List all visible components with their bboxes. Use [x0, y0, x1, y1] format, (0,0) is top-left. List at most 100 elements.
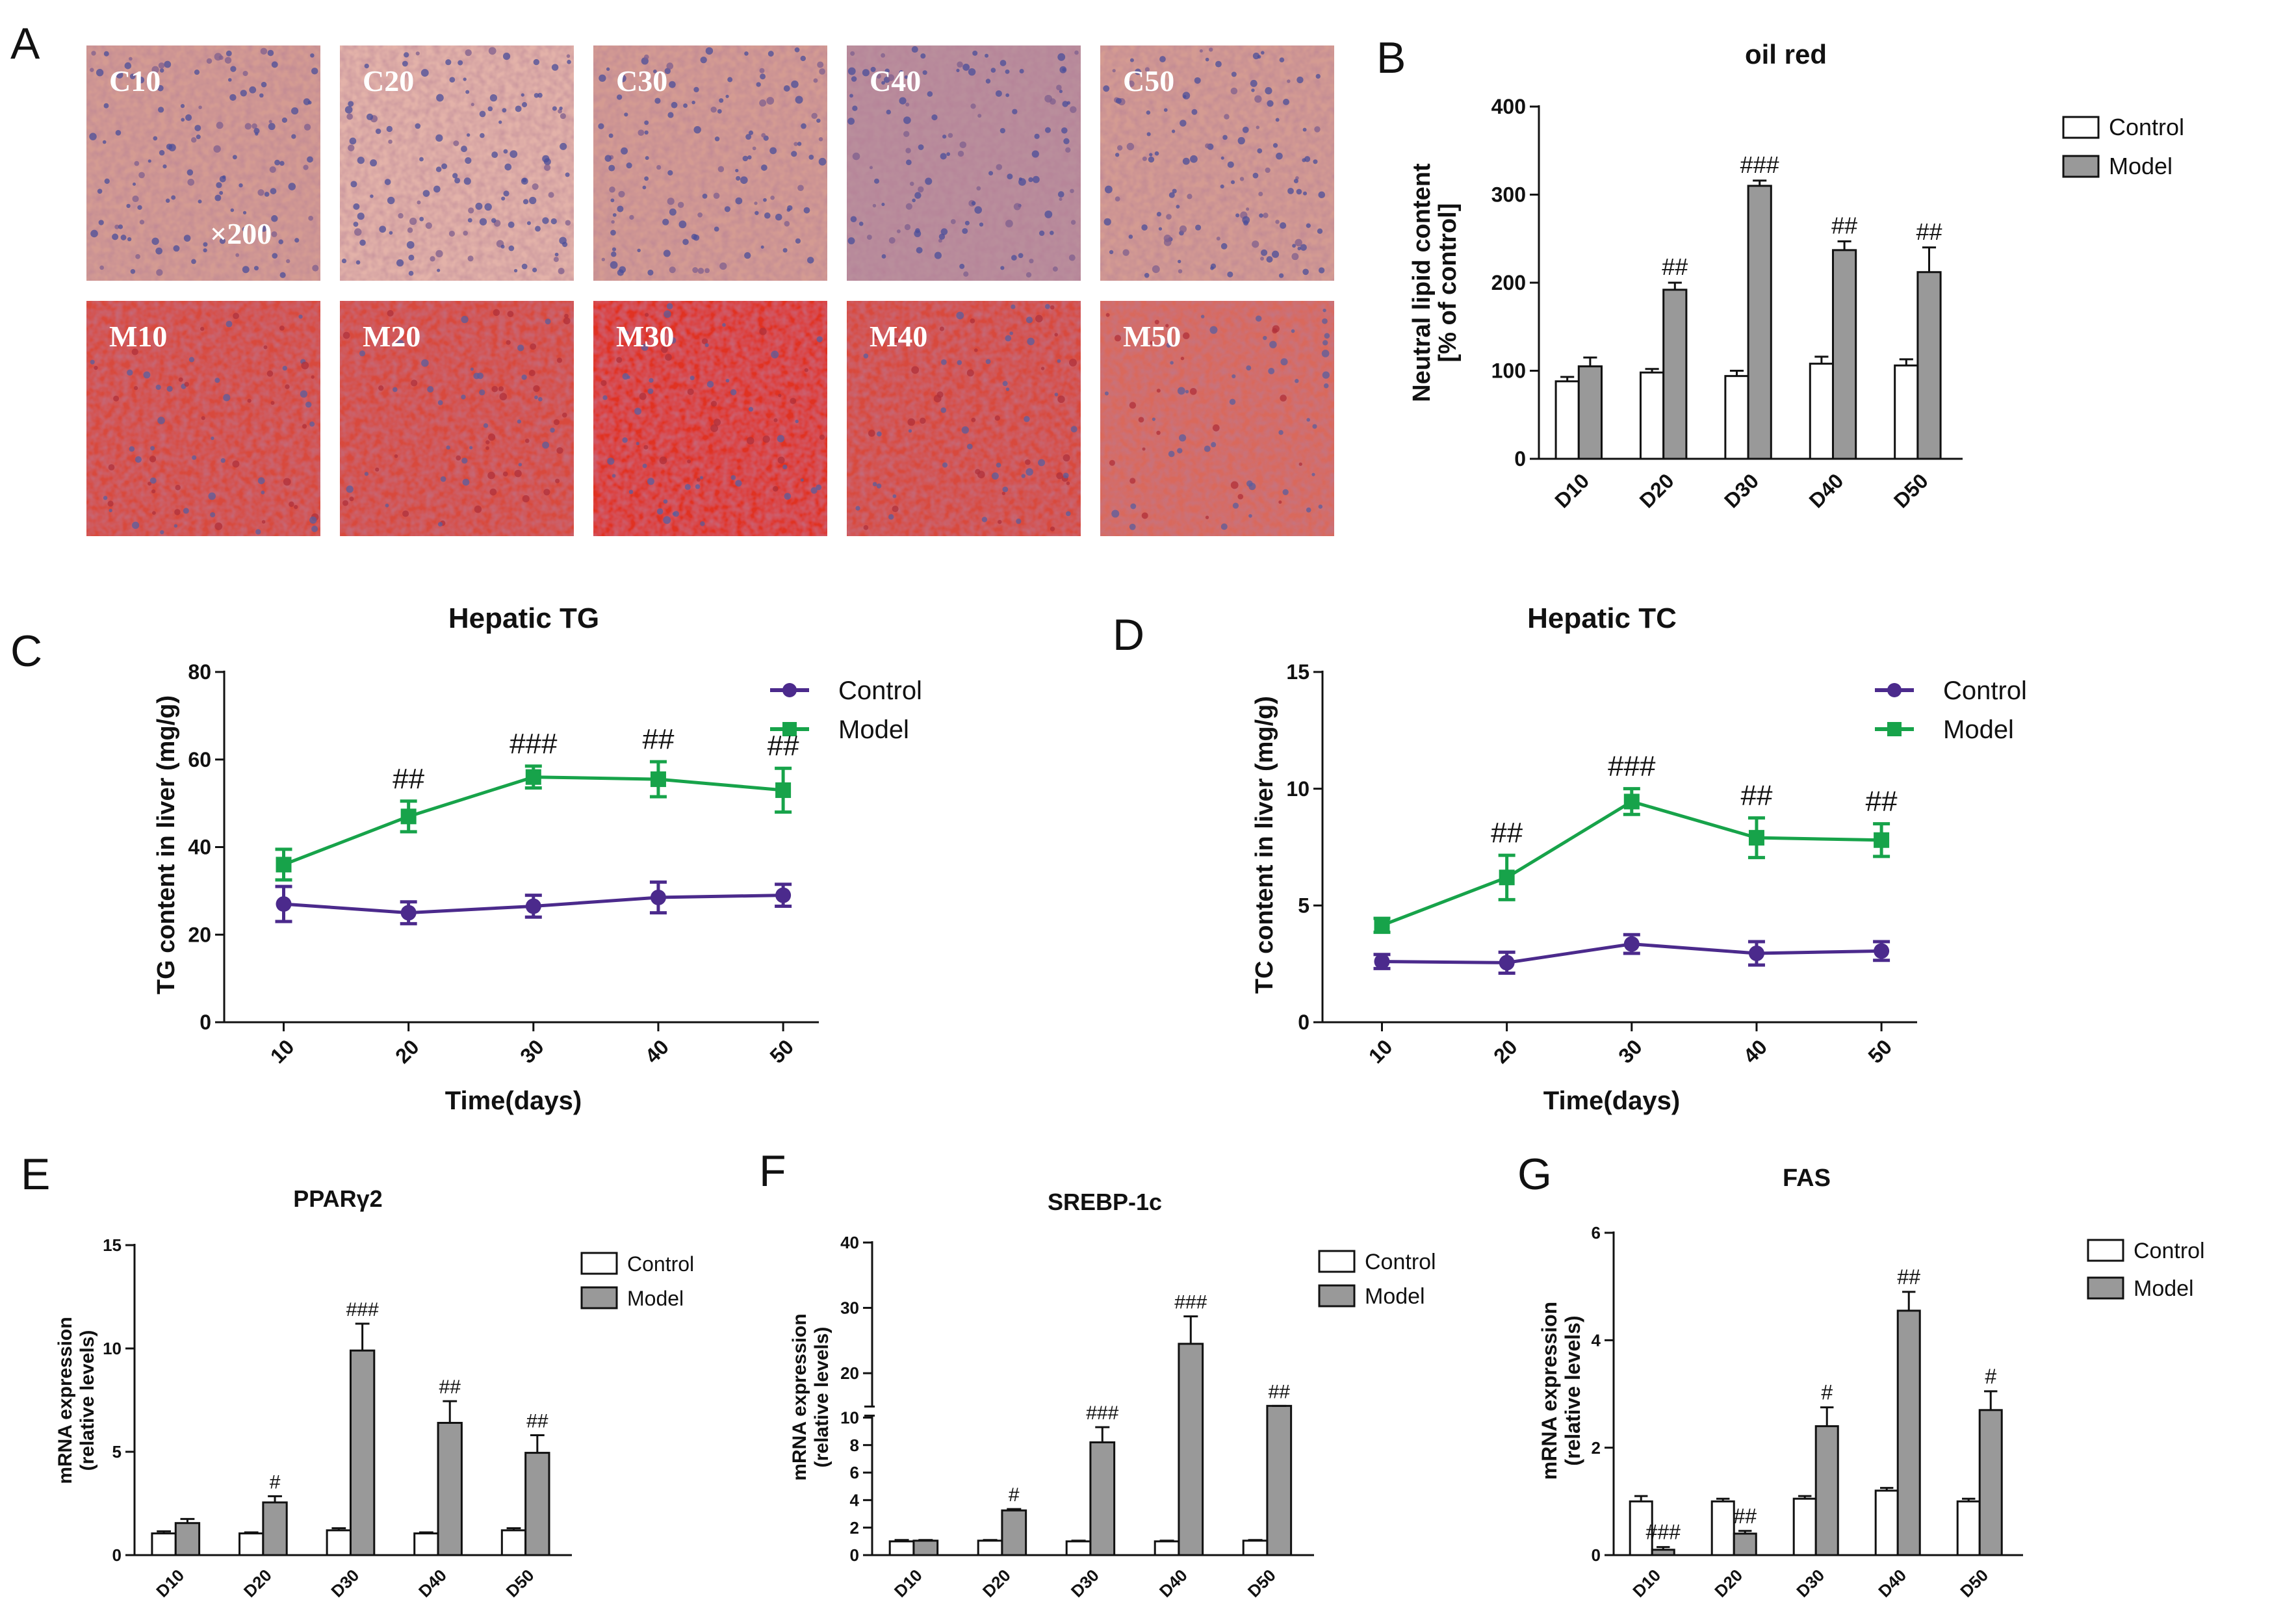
nucleus	[487, 471, 495, 480]
nucleus	[1007, 174, 1013, 180]
nucleus	[1251, 88, 1255, 92]
y-axis-label: TC content in liver (mg/g)	[1251, 696, 1278, 994]
nucleus	[1002, 486, 1009, 493]
nucleus	[1050, 231, 1054, 235]
nucleus	[972, 50, 978, 56]
nucleus	[612, 474, 616, 478]
nucleus	[291, 134, 296, 139]
nucleus	[710, 400, 717, 407]
nucleus	[302, 424, 307, 429]
nucleus	[404, 52, 409, 58]
nucleus	[1057, 359, 1061, 363]
nucleus	[1109, 459, 1115, 466]
x-axis-label: Time(days)	[445, 1087, 582, 1115]
nucleus	[602, 395, 608, 400]
nucleus	[760, 73, 766, 80]
y-tick-label: 60	[188, 748, 211, 771]
nucleus	[1019, 69, 1024, 74]
nucleus	[873, 333, 880, 339]
nucleus	[849, 94, 853, 98]
nucleus	[159, 149, 165, 156]
nucleus	[503, 149, 508, 154]
nucleus	[760, 164, 767, 171]
nucleus	[1280, 394, 1287, 402]
nucleus	[190, 137, 197, 143]
nucleus	[1275, 118, 1280, 122]
nucleus	[1038, 459, 1046, 467]
nucleus	[396, 259, 404, 267]
significance-label: ##	[1662, 253, 1688, 280]
micrograph-tissue	[340, 45, 574, 281]
nucleus	[1293, 179, 1298, 184]
legend-swatch-control	[2087, 1239, 2124, 1262]
nucleus	[291, 107, 299, 115]
nucleus	[782, 248, 788, 253]
nucleus	[97, 188, 103, 194]
legend-label-model: Model	[1943, 715, 2014, 744]
nucleus	[521, 374, 527, 380]
micrograph-control: C50	[1100, 45, 1334, 281]
nucleus	[881, 53, 886, 58]
nucleus	[1191, 109, 1198, 115]
nucleus	[1272, 328, 1278, 334]
nucleus	[370, 194, 374, 198]
x-tick-label: 10	[266, 1035, 299, 1068]
nucleus	[227, 78, 232, 82]
nucleus	[704, 343, 709, 348]
nucleus	[706, 381, 714, 388]
nucleus	[610, 198, 615, 203]
panel-letter-b: B	[1376, 33, 1406, 83]
nucleus	[484, 203, 492, 211]
nucleus	[129, 57, 133, 61]
nucleus	[1312, 424, 1317, 429]
nucleus	[793, 142, 798, 146]
legend-label-control: Control	[1365, 1250, 1436, 1274]
nucleus	[766, 97, 775, 105]
nucleus	[289, 501, 294, 508]
micrograph-label: C50	[1123, 64, 1174, 97]
nucleus	[608, 133, 613, 138]
x-tick-label: D20	[1635, 469, 1679, 513]
x-tick-label: D10	[890, 1566, 926, 1601]
nucleus	[1059, 66, 1067, 73]
bar-control	[888, 1540, 915, 1556]
nucleus	[914, 230, 922, 237]
nucleus	[795, 238, 801, 244]
nucleus	[271, 231, 277, 237]
nucleus	[561, 412, 567, 418]
nucleus	[203, 242, 208, 247]
nucleus	[1128, 80, 1135, 87]
nucleus	[488, 47, 497, 55]
nucleus	[961, 426, 970, 434]
nucleus	[535, 226, 541, 232]
nucleus	[872, 482, 877, 487]
nucleus	[1156, 389, 1161, 393]
bar-model	[1577, 365, 1603, 460]
nucleus	[1246, 365, 1252, 371]
nucleus	[407, 227, 413, 233]
nucleus	[663, 250, 671, 257]
micrograph-tissue	[340, 301, 574, 536]
nucleus	[353, 203, 360, 210]
x-tick-label: D20	[979, 1566, 1014, 1601]
nucleus	[288, 183, 296, 190]
nucleus	[550, 428, 555, 433]
y-axis-label: mRNA expression	[1538, 1302, 1561, 1480]
nucleus	[1011, 304, 1016, 309]
nucleus	[1252, 240, 1259, 248]
nucleus	[899, 97, 907, 105]
nucleus	[644, 176, 649, 181]
nucleus	[1044, 127, 1051, 133]
nucleus	[1005, 93, 1010, 97]
nucleus	[1112, 69, 1116, 73]
nucleus	[760, 245, 764, 249]
nucleus	[847, 67, 856, 75]
nucleus	[1252, 52, 1260, 60]
nucleus	[565, 220, 571, 226]
legend-swatch-model	[2087, 1276, 2124, 1300]
nucleus	[448, 230, 456, 237]
data-point-control	[276, 896, 292, 912]
data-point-control	[775, 887, 792, 903]
nucleus	[508, 221, 515, 228]
chart-title: Hepatic TG	[448, 602, 599, 634]
